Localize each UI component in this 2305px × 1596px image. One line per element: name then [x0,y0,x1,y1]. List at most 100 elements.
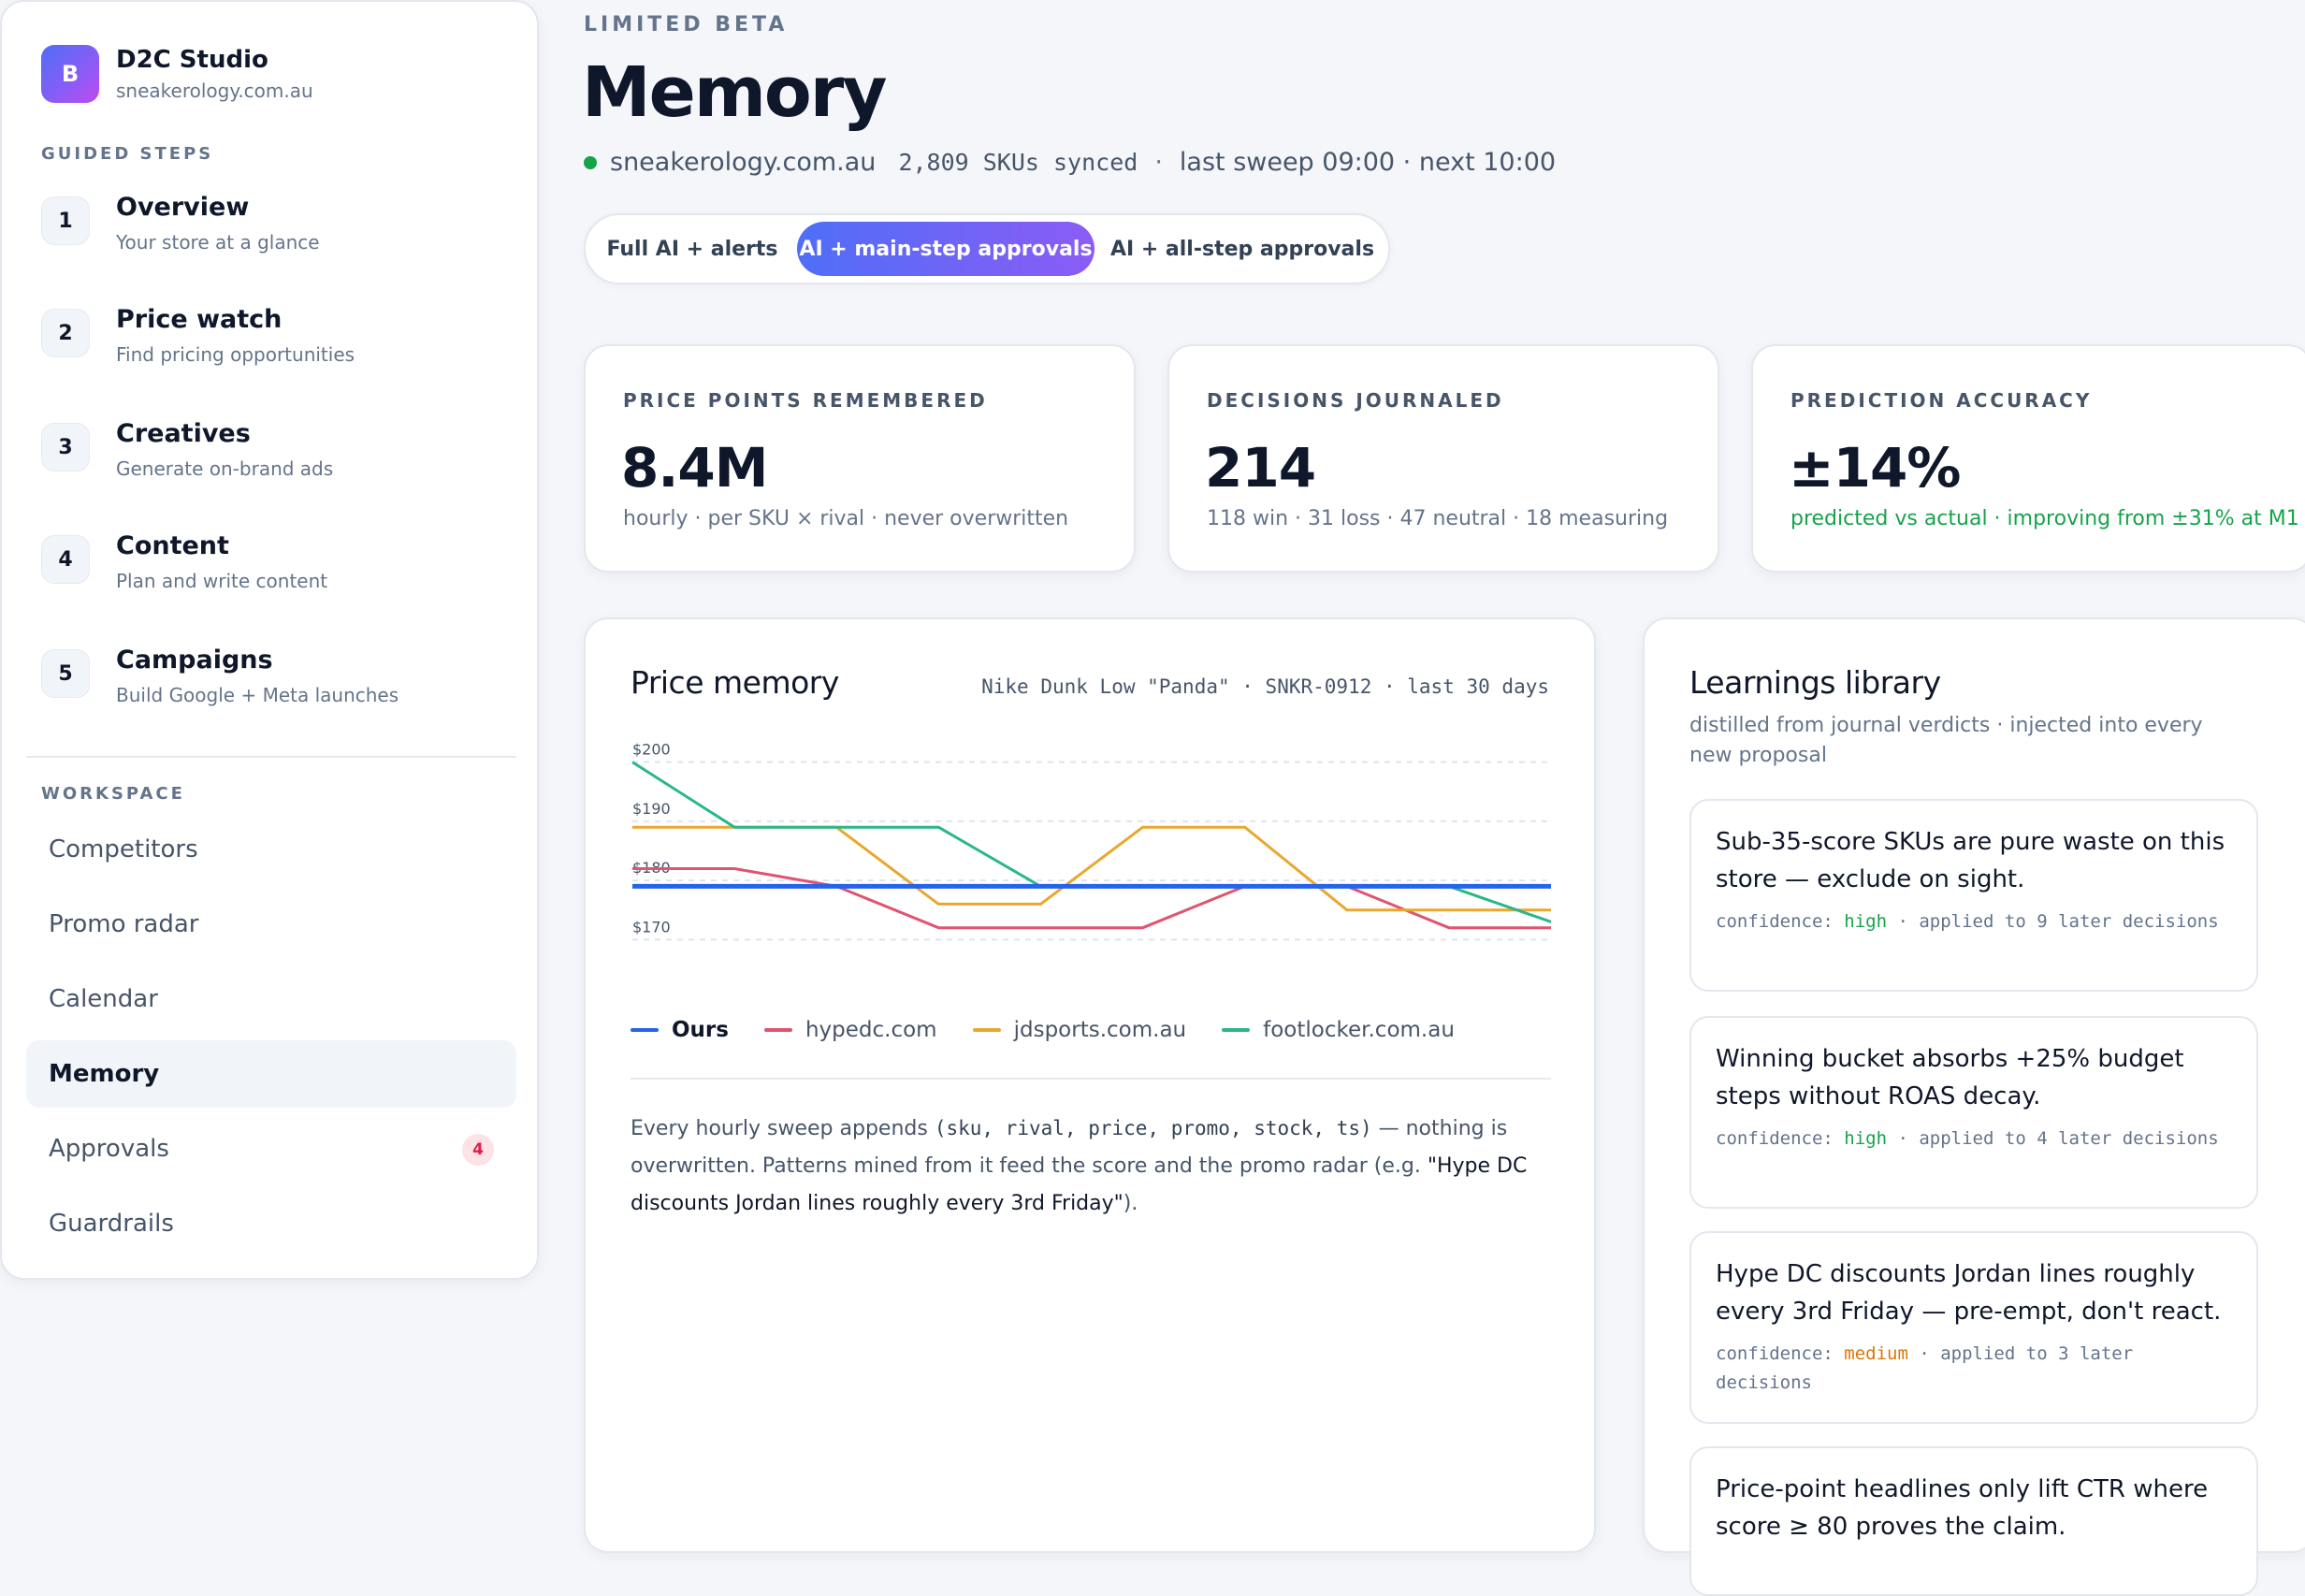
stat-label: PRICE POINTS REMEMBERED [623,389,988,412]
applied-count: · applied to 3 later decisions [1716,1343,2134,1393]
confidence-prefix: confidence: [1716,911,1845,932]
desc-text: ). [1123,1192,1138,1215]
learnings-title: Learnings library [1689,664,1941,701]
price-memory-divider [631,1078,1551,1080]
brand-name: D2C Studio [116,46,268,74]
legend-swatch [763,1028,792,1032]
brand[interactable]: B D2C Studio sneakerology.com.au [41,45,313,103]
stat-label: PREDICTION ACCURACY [1790,389,2093,412]
legend-swatch [1222,1028,1251,1032]
confidence-level: high [1844,911,1888,932]
learning-title: Hype DC discounts Jordan lines roughly e… [1716,1260,2222,1326]
approval-mode-selector: Full AI + alerts AI + main-step approval… [584,213,1390,284]
step-number: 4 [41,535,90,584]
sidebar: B D2C Studio sneakerology.com.au GUIDED … [0,0,539,1280]
page-title: Memory [582,52,888,133]
sidebar-item-label: Guardrails [49,1210,174,1238]
stat-value: 214 [1205,436,1316,500]
sync-status-dot [584,155,597,169]
step-subtitle: Plan and write content [116,570,328,592]
meta-separator: · [1154,148,1163,177]
approvals-count-badge: 4 [462,1134,494,1166]
step-number: 5 [41,649,90,698]
confidence-prefix: confidence: [1716,1128,1845,1149]
sidebar-item-memory[interactable]: Memory [26,1040,516,1108]
learning-item[interactable]: Sub-35-score SKUs are pure waste on this… [1689,799,2258,992]
learning-item[interactable]: Price-point headlines only lift CTR wher… [1689,1446,2258,1596]
step-campaigns[interactable]: 5 Campaigns Build Google + Meta launches [41,638,509,722]
price-memory-title: Price memory [631,664,839,701]
step-title: Creatives [116,419,251,448]
learning-title: Winning bucket absorbs +25% budget steps… [1716,1045,2184,1110]
step-subtitle: Generate on-brand ads [116,457,334,480]
desc-text: Every hourly sweep appends [631,1117,935,1140]
price-memory-description: Every hourly sweep appends (sku, rival, … [631,1110,1557,1223]
desc-example-quote: "Hype DC discounts Jordan lines roughly … [631,1154,1528,1215]
confidence-level: medium [1844,1343,1908,1364]
beta-eyebrow: LIMITED BETA [584,13,789,36]
legend-item-jdsports: jdsports.com.au [972,1018,1187,1042]
sidebar-divider [26,756,516,758]
step-number: 1 [41,196,90,245]
step-number: 3 [41,423,90,472]
step-title: Campaigns [116,646,273,675]
learning-item[interactable]: Hype DC discounts Jordan lines roughly e… [1689,1231,2258,1424]
legend-item-ours: Ours [631,1018,729,1042]
legend-label: Ours [672,1018,729,1042]
learning-meta: confidence: high · applied to 9 later de… [1716,907,2240,936]
store-status-line: sneakerology.com.au 2,809 SKUs synced · … [584,148,1556,177]
stat-label: DECISIONS JOURNALED [1207,389,1504,412]
legend-label: hypedc.com [805,1018,937,1042]
stat-card-price-points: PRICE POINTS REMEMBERED 8.4M hourly · pe… [584,344,1136,573]
stat-subtext: 118 win · 31 loss · 47 neutral · 18 meas… [1207,507,1669,530]
learning-title: Sub-35-score SKUs are pure waste on this… [1716,828,2225,893]
sidebar-item-calendar[interactable]: Calendar [26,965,516,1033]
mode-full-ai[interactable]: Full AI + alerts [606,237,778,261]
learnings-subtitle: distilled from journal verdicts · inject… [1689,714,2203,767]
legend-label: jdsports.com.au [1013,1018,1187,1042]
sidebar-item-approvals[interactable]: Approvals 4 [26,1115,516,1182]
step-subtitle: Find pricing opportunities [116,343,355,366]
stat-card-accuracy: PREDICTION ACCURACY ±14% predicted vs ac… [1751,344,2305,573]
sidebar-item-competitors[interactable]: Competitors [26,816,516,883]
sidebar-item-label: Approvals [49,1135,169,1163]
guided-steps-title: GUIDED STEPS [41,144,214,164]
price-memory-chart: $200$190$180$170 [631,741,1552,941]
brand-domain: sneakerology.com.au [116,80,313,102]
series-line-jdsports-com-au [632,825,1551,912]
step-subtitle: Your store at a glance [116,231,320,254]
learnings-library-card: Learnings library distilled from journal… [1643,617,2305,1596]
step-creatives[interactable]: 3 Creatives Generate on-brand ads [41,412,509,496]
y-tick-label: $190 [632,800,671,818]
step-number: 2 [41,309,90,357]
step-content[interactable]: 4 Content Plan and write content [41,524,509,608]
applied-count: · applied to 9 later decisions [1887,911,2219,932]
learning-meta: confidence: medium · applied to 3 later … [1716,1340,2240,1398]
desc-schema-code: (sku, rival, price, promo, stock, ts) [934,1117,1372,1139]
series-line-footlocker-com-au [631,761,1552,923]
desc-text: — nothing is overwritten. Patterns mined… [631,1117,1508,1178]
confidence-level: high [1844,1128,1888,1149]
legend-label: footlocker.com.au [1263,1018,1455,1042]
step-title: Content [116,531,229,560]
y-tick-label: $200 [632,741,671,759]
step-title: Price watch [116,305,283,334]
mode-main-step-approvals[interactable]: AI + main-step approvals [797,222,1095,276]
sidebar-item-promo-radar[interactable]: Promo radar [26,891,516,958]
price-memory-product-meta: Nike Dunk Low "Panda" · SNKR-0912 · last… [981,675,1549,698]
learning-title: Price-point headlines only lift CTR wher… [1716,1475,2209,1541]
applied-count: · applied to 4 later decisions [1887,1128,2219,1149]
mode-all-step-approvals[interactable]: AI + all-step approvals [1109,237,1375,261]
legend-item-hypedc: hypedc.com [763,1018,937,1042]
store-domain: sneakerology.com.au [610,148,877,177]
stat-value: ±14% [1789,436,1961,500]
sidebar-item-guardrails[interactable]: Guardrails [26,1190,516,1257]
learning-item[interactable]: Winning bucket absorbs +25% budget steps… [1689,1016,2258,1209]
legend-swatch [972,1028,1001,1032]
step-price-watch[interactable]: 2 Price watch Find pricing opportunities [41,297,509,382]
step-overview[interactable]: 1 Overview Your store at a glance [41,185,509,269]
series-line-hypedc-com [632,867,1551,930]
y-tick-label: $170 [632,918,671,936]
price-memory-card: Price memory Nike Dunk Low "Panda" · SNK… [584,617,1596,1553]
stat-subtext: predicted vs actual · improving from ±31… [1790,507,2299,530]
